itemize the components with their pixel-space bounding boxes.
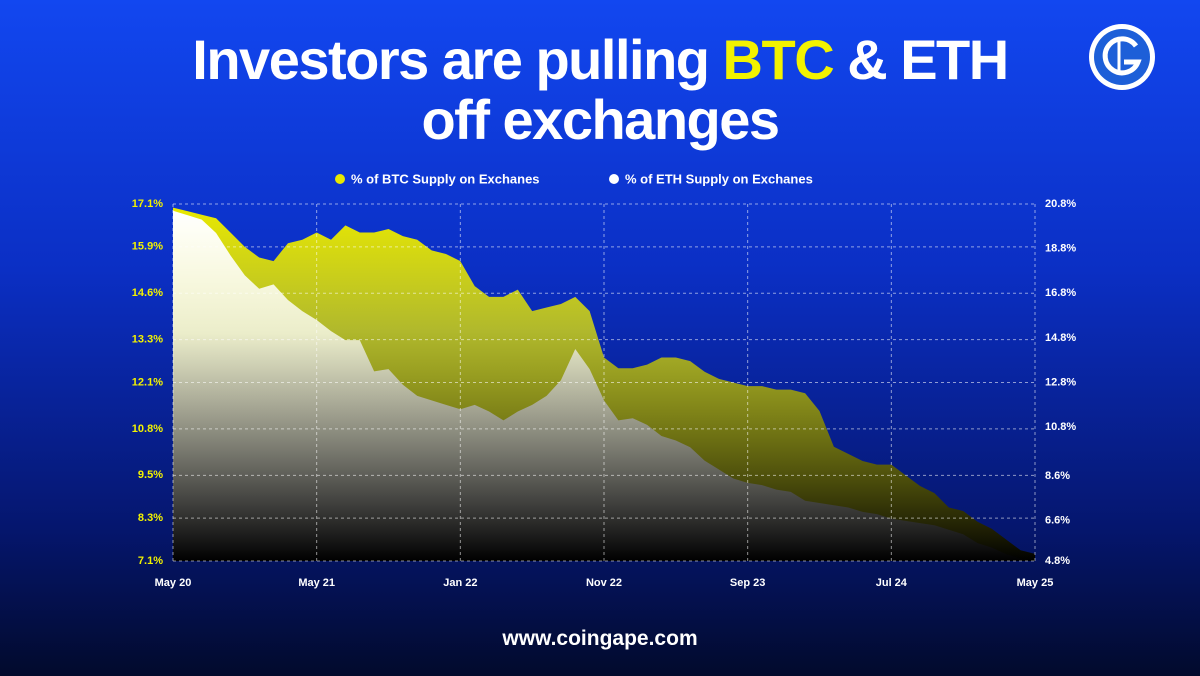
y-tick-label: 8.3%	[138, 512, 163, 524]
y-tick-label: 14.6%	[132, 287, 163, 299]
y2-tick-label: 8.6%	[1045, 470, 1070, 482]
title-highlight: BTC	[722, 28, 835, 91]
x-tick-label: Sep 23	[730, 577, 765, 589]
logo-g	[1102, 36, 1142, 76]
legend-label: % of BTC Supply on Exchanes	[351, 171, 540, 186]
title-part: & ETH	[847, 28, 1009, 91]
x-tick-label: May 20	[155, 577, 192, 589]
x-tick-label: Jan 22	[443, 577, 477, 589]
y-tick-label: 10.8%	[132, 423, 163, 435]
footer-source: www.coingape.com	[502, 627, 698, 650]
legend-swatch	[609, 174, 619, 184]
y2-tick-label: 10.8%	[1045, 421, 1076, 433]
legend-label: % of ETH Supply on Exchanes	[625, 171, 813, 186]
x-tick-label: Jul 24	[876, 577, 908, 589]
y2-tick-label: 6.6%	[1045, 515, 1070, 527]
x-tick-label: Nov 22	[586, 577, 622, 589]
y-tick-label: 9.5%	[138, 469, 163, 481]
y-tick-label: 12.1%	[132, 376, 163, 388]
title-part: off exchanges	[421, 88, 780, 151]
x-tick-label: May 21	[298, 577, 335, 589]
y-tick-label: 13.3%	[132, 334, 163, 346]
x-tick-label: May 25	[1017, 577, 1054, 589]
y2-tick-label: 18.8%	[1045, 243, 1076, 255]
y-tick-label: 17.1%	[132, 198, 163, 210]
title-part: Investors are pulling	[192, 28, 710, 91]
y2-tick-label: 14.8%	[1045, 332, 1076, 344]
y2-tick-label: 20.8%	[1045, 198, 1076, 210]
area	[173, 210, 1035, 561]
logo	[1089, 24, 1155, 90]
y2-tick-label: 4.8%	[1045, 555, 1070, 567]
title: Investors are pulling BTC & ETH off excha…	[100, 30, 1100, 150]
y-tick-label: 15.9%	[132, 241, 163, 253]
y-tick-label: 7.1%	[138, 555, 163, 567]
y2-tick-label: 16.8%	[1045, 287, 1076, 299]
legend-swatch	[335, 174, 345, 184]
y2-tick-label: 12.8%	[1045, 376, 1076, 388]
